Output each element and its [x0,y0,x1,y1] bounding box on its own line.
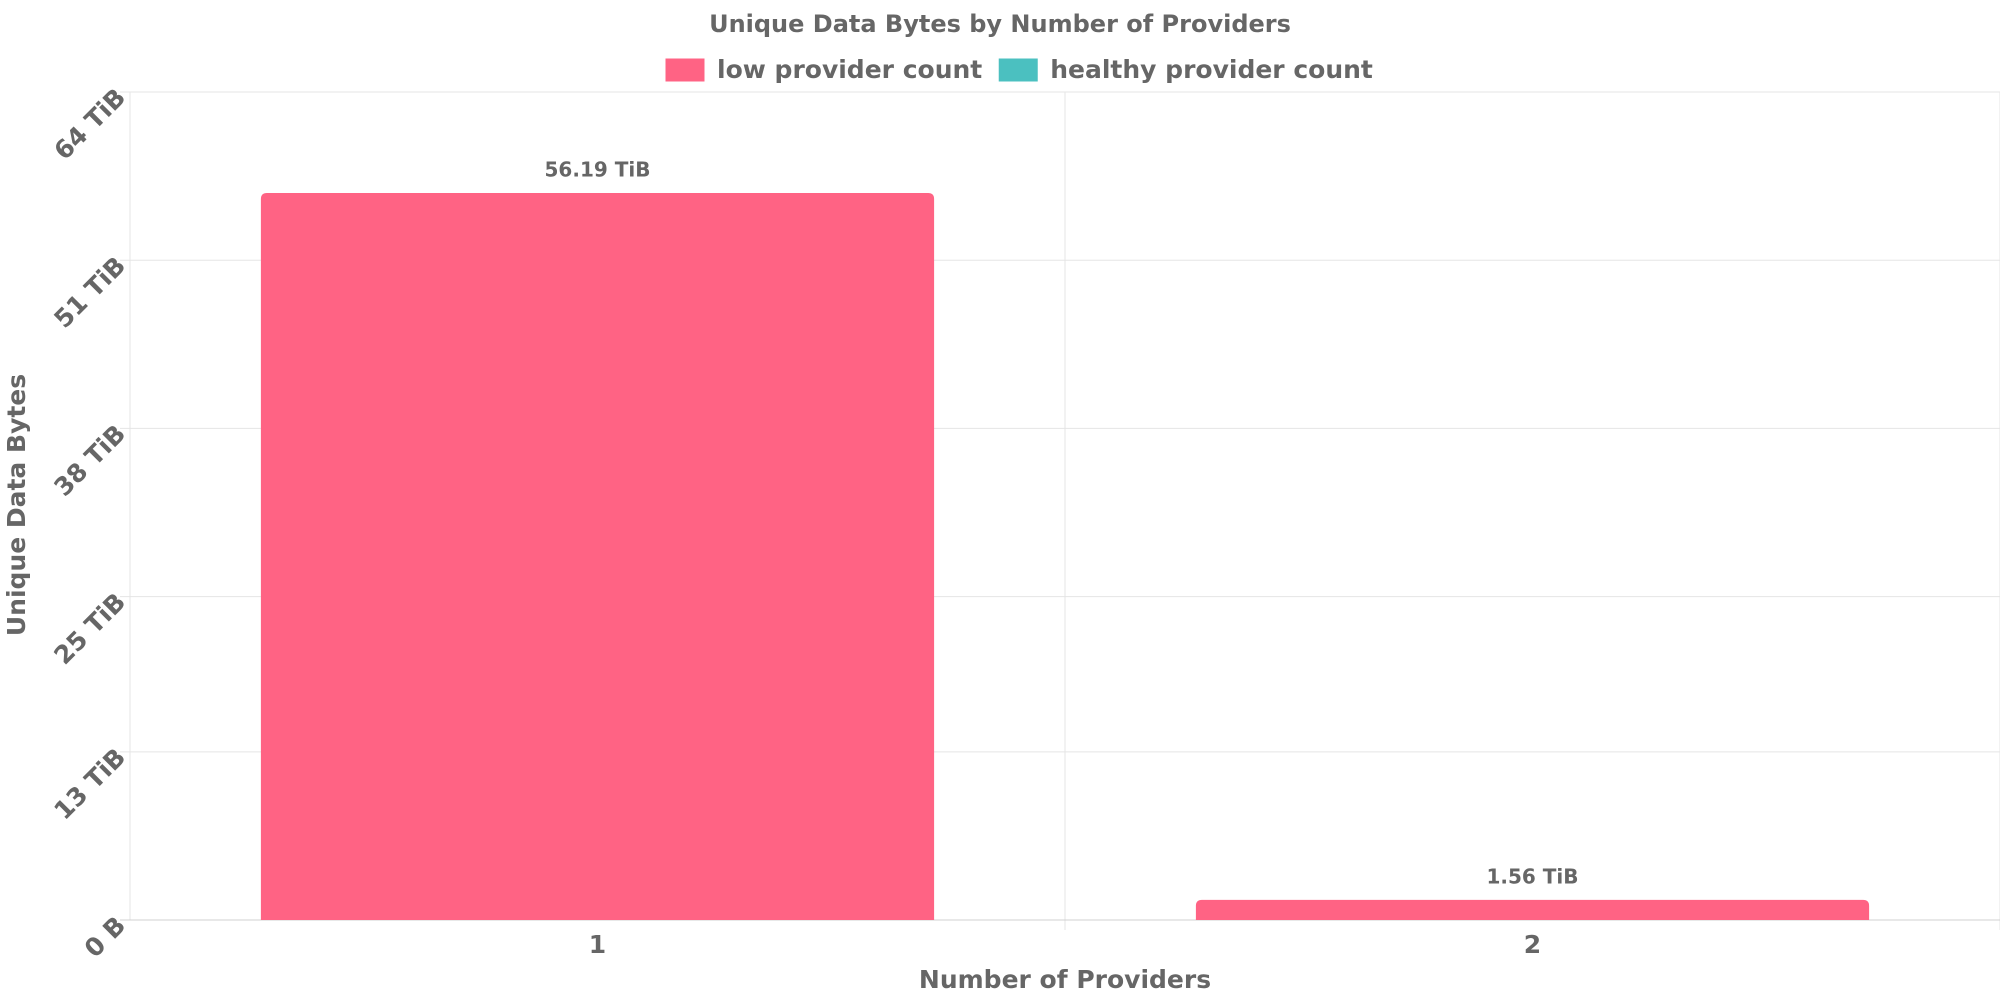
bar [1195,899,1870,920]
x-tick-label: 2 [1524,930,1541,959]
y-axis-title: Unique Data Bytes [2,374,31,636]
y-tick-label: 0 B [79,911,131,963]
data-label: 56.19 TiB [545,158,651,182]
legend-label: low provider count [717,55,982,84]
data-label: 1.56 TiB [1486,864,1578,888]
legend-label: healthy provider count [1050,55,1373,84]
y-tick-label: 38 TiB [48,419,131,502]
legend-swatch [997,57,1039,83]
x-tick-label: 1 [589,930,606,959]
y-tick-label: 51 TiB [48,251,131,334]
bar [260,193,935,920]
y-tick-label: 13 TiB [48,742,131,825]
y-tick-label: 25 TiB [48,587,131,670]
legend-swatch [664,57,706,83]
y-tick-label: 64 TiB [48,83,131,166]
chart-title: Unique Data Bytes by Number of Providers [709,10,1291,38]
x-axis-title: Number of Providers [919,965,1211,994]
